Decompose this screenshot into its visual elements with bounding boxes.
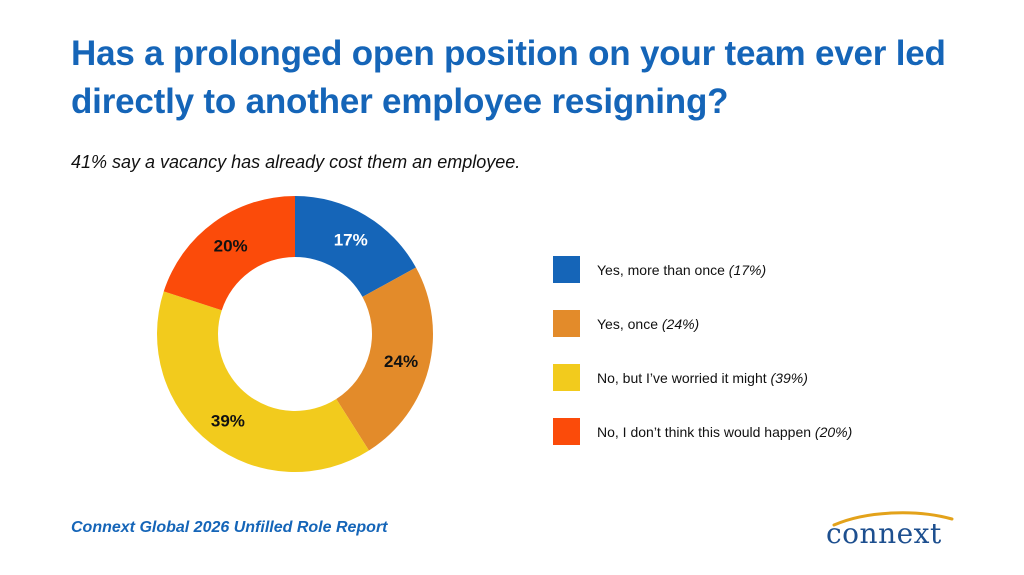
legend-swatch (553, 364, 580, 391)
slice-data-label: 20% (214, 236, 248, 255)
legend-item: No, I don’t think this would happen (20%… (553, 418, 852, 445)
legend-percent: (39%) (770, 369, 808, 386)
chart-subtitle: 41% say a vacancy has already cost them … (71, 152, 521, 172)
report-source: Connext Global 2026 Unfilled Role Report (71, 519, 388, 536)
donut-slice (163, 196, 295, 311)
legend-label: No, but I’ve worried it might (597, 369, 767, 386)
legend-label: Yes, once (597, 315, 658, 332)
legend-percent: (24%) (661, 315, 700, 332)
slice-data-label: 39% (211, 412, 245, 431)
donut-slice (336, 267, 433, 451)
legend-label: No, I don’t think this would happen (597, 423, 812, 440)
legend-item: No, but I’ve worried it might (39%) (553, 364, 852, 391)
legend-swatch (553, 256, 580, 283)
slice-data-label: 17% (334, 231, 368, 250)
legend-swatch (553, 418, 580, 445)
legend-swatch (553, 310, 580, 337)
logo-text: connext (826, 517, 942, 550)
connext-logo: connext (826, 509, 956, 553)
legend-percent: (20%) (814, 423, 853, 440)
legend-label: Yes, more than once (597, 261, 725, 278)
logo-swoosh-icon (832, 511, 954, 527)
legend-item: Yes, once (24%) (553, 310, 852, 337)
donut-slice (295, 196, 416, 297)
donut-slice (156, 291, 369, 472)
chart-legend: Yes, more than once (17%) Yes, once (24%… (553, 256, 852, 472)
slice-data-label: 24% (384, 352, 418, 371)
chart-title: Has a prolonged open position on your te… (71, 34, 946, 121)
legend-percent: (17%) (728, 261, 767, 278)
legend-item: Yes, more than once (17%) (553, 256, 852, 283)
